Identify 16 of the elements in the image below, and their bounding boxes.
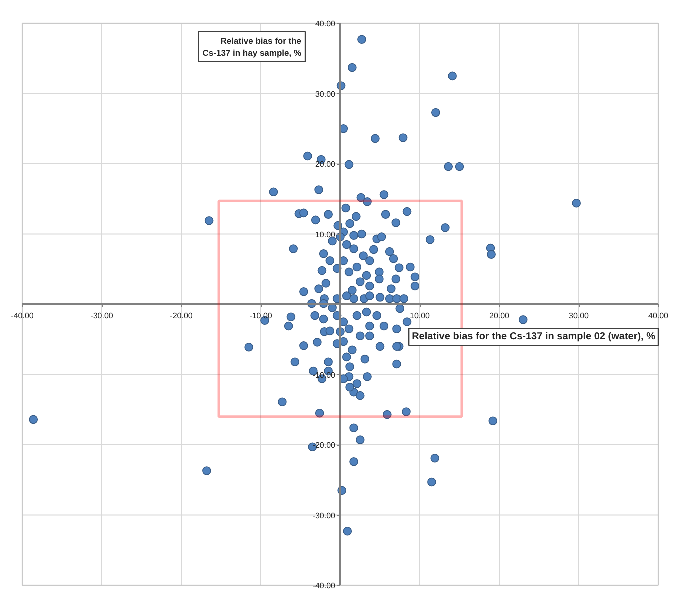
- x-tick-label: -10.00: [250, 312, 273, 320]
- y-tick-label: 40.00: [315, 20, 336, 28]
- y-tick-label: 30.00: [315, 90, 336, 99]
- x-tick-label: 20.00: [489, 312, 510, 320]
- y-tick-label: -40.00: [312, 582, 336, 590]
- y-tick-label: 10.00: [315, 230, 336, 240]
- x-axis-title: Relative bias for the Cs-137 in sample 02 (water), %: [412, 332, 656, 343]
- x-tick-label: -40.00: [11, 312, 34, 320]
- x-tick-label: -20.00: [170, 312, 194, 320]
- y-tick-label: -30.00: [312, 511, 336, 520]
- y-axis-title: Relative bias for the Cs-137 in hay sample, %: [202, 36, 302, 58]
- x-tick-label: -30.00: [90, 312, 114, 320]
- x-tick-label: 10.00: [410, 312, 431, 320]
- x-tick-label: 30.00: [568, 312, 590, 320]
- y-tick-label: 20.00: [315, 160, 336, 169]
- x-tick-label: 40.00: [648, 312, 670, 320]
